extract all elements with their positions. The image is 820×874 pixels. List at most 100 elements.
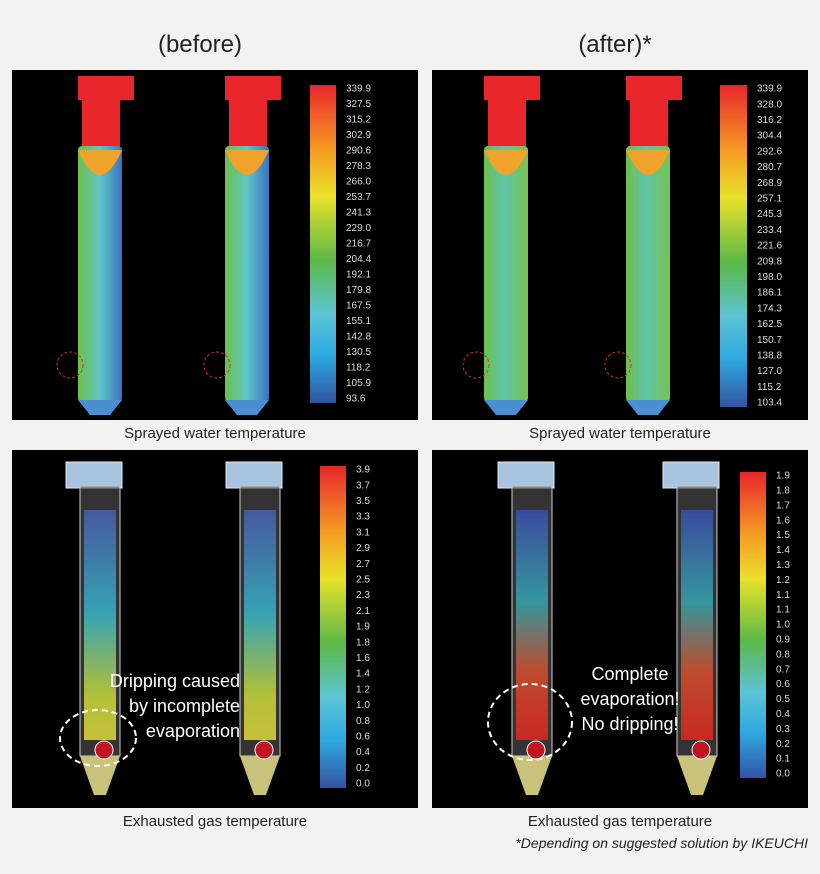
scale-label: 327.5: [346, 99, 371, 110]
scale-label: 0.2: [356, 763, 370, 774]
scale-label: 316.2: [757, 115, 782, 126]
column-neck: [82, 98, 120, 148]
scale-label: 253.7: [346, 192, 371, 203]
scale-label: 2.3: [356, 590, 370, 601]
caption: Sprayed water temperature: [529, 425, 711, 442]
scale-label: 302.9: [346, 130, 371, 141]
scale-label: 167.5: [346, 301, 371, 312]
scale-label: 130.5: [346, 347, 371, 358]
droplet-marker: [94, 740, 114, 760]
scale-label: 245.3: [757, 209, 782, 220]
droplet-marker: [691, 740, 711, 760]
nozzle-marker: [604, 351, 632, 379]
scale-label: 1.5: [776, 530, 790, 541]
annotation: Complete: [591, 664, 668, 684]
scale-label: 142.8: [346, 332, 371, 343]
scale-label: 0.9: [776, 635, 790, 646]
scale-label: 328.0: [757, 99, 782, 110]
scale-label: 2.7: [356, 559, 370, 570]
column-body: [484, 146, 528, 402]
scale-label: 0.4: [776, 709, 790, 720]
scale-label: 278.3: [346, 161, 371, 172]
scale-label: 0.8: [356, 716, 370, 727]
column-cone: [512, 756, 552, 795]
column-body: [225, 146, 269, 402]
scale-label: 150.7: [757, 335, 782, 346]
scale-label: 3.3: [356, 512, 370, 523]
scale-label: 0.4: [356, 747, 370, 758]
scale-label: 174.3: [757, 303, 782, 314]
column-top: [78, 150, 122, 175]
scale-label: 0.6: [356, 732, 370, 743]
caption: Sprayed water temperature: [124, 425, 306, 442]
scale-label: 233.4: [757, 225, 782, 236]
nozzle-marker: [203, 351, 231, 379]
annotation: evaporation: [146, 721, 240, 741]
scale-label: 3.1: [356, 527, 370, 538]
flow-streaks: [516, 510, 548, 740]
scale-label: 192.1: [346, 270, 371, 281]
scale-label: 1.6: [776, 515, 790, 526]
flow-streaks: [244, 510, 276, 740]
column-neck: [488, 98, 526, 148]
scale-label: 204.4: [346, 254, 371, 265]
scale-label: 0.2: [776, 739, 790, 750]
color-bar: [740, 472, 766, 778]
droplet-marker: [254, 740, 274, 760]
scale-label: 186.1: [757, 288, 782, 299]
scale-label: 1.4: [356, 669, 370, 680]
scale-label: 103.4: [757, 398, 782, 409]
scale-label: 179.8: [346, 285, 371, 296]
caption: Exhausted gas temperature: [528, 813, 712, 830]
scale-label: 127.0: [757, 366, 782, 377]
scale-label: 105.9: [346, 378, 371, 389]
column-neck: [630, 98, 668, 148]
scale-label: 266.0: [346, 177, 371, 188]
scale-label: 0.8: [776, 649, 790, 660]
column-top: [626, 150, 670, 175]
scale-label: 162.5: [757, 319, 782, 330]
scale-label: 1.8: [356, 637, 370, 648]
flow-streaks: [84, 510, 116, 740]
scale-label: 118.2: [346, 363, 371, 374]
color-bar: [320, 466, 346, 788]
scale-label: 115.2: [757, 382, 782, 393]
scale-label: 138.8: [757, 351, 782, 362]
column-cone: [484, 400, 528, 415]
footnote: *Depending on suggested solution by IKEU…: [515, 835, 808, 851]
scale-label: 1.0: [776, 620, 790, 631]
scale-label: 280.7: [757, 162, 782, 173]
column-cone: [225, 400, 269, 415]
scale-label: 1.3: [776, 560, 790, 571]
annotation: Dripping caused: [110, 671, 240, 691]
scale-label: 1.0: [356, 700, 370, 711]
scale-label: 1.1: [776, 590, 790, 601]
column-body: [626, 146, 670, 402]
nozzle-marker: [56, 351, 84, 379]
scale-label: 0.0: [776, 769, 790, 780]
scale-label: 1.6: [356, 653, 370, 664]
scale-label: 93.6: [346, 394, 366, 405]
column-top: [225, 150, 269, 175]
column-head: [78, 76, 134, 100]
scale-label: 304.4: [757, 131, 782, 142]
scale-label: 3.5: [356, 496, 370, 507]
scale-label: 2.1: [356, 606, 370, 617]
scale-label: 1.9: [356, 622, 370, 633]
column-inlet: [497, 461, 555, 489]
scale-label: 1.7: [776, 500, 790, 511]
caption: Exhausted gas temperature: [123, 813, 307, 830]
scale-label: 3.7: [356, 480, 370, 491]
column-head: [626, 76, 682, 100]
highlight-ring: [487, 683, 573, 761]
column-head: [484, 76, 540, 100]
scale-label: 216.7: [346, 239, 371, 250]
scale-label: 1.1: [776, 605, 790, 616]
highlight-ring: [59, 709, 137, 767]
color-bar: [720, 85, 747, 407]
column-top: [484, 150, 528, 175]
scale-label: 229.0: [346, 223, 371, 234]
scale-label: 339.9: [757, 84, 782, 95]
column-inlet: [225, 461, 283, 489]
scale-label: 0.6: [776, 679, 790, 690]
